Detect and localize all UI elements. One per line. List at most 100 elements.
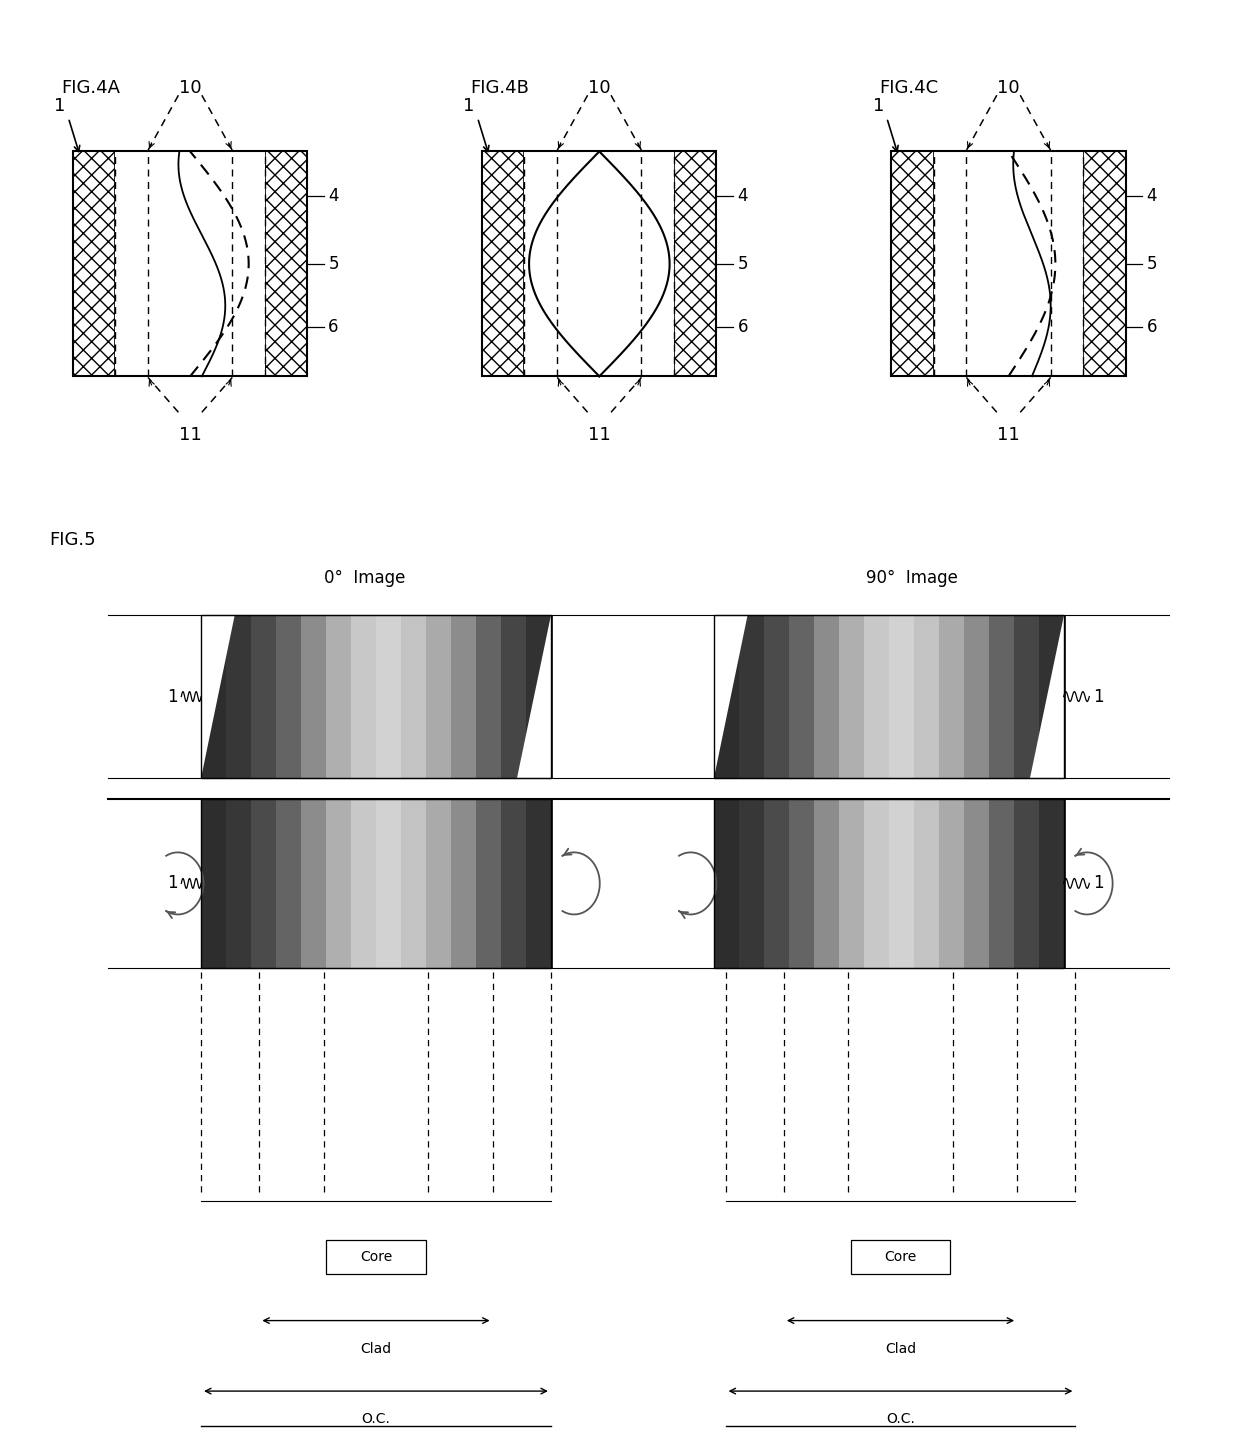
Text: 4: 4 [329, 188, 339, 205]
Bar [201, 615, 551, 777]
Bar [813, 615, 841, 777]
Text: 6: 6 [329, 317, 339, 336]
Text: FIG.5: FIG.5 [50, 531, 97, 549]
Bar [739, 615, 766, 777]
Bar [201, 799, 551, 968]
Bar [914, 615, 941, 777]
Text: 10: 10 [588, 80, 610, 97]
Bar [963, 615, 991, 777]
Text: 6: 6 [738, 317, 748, 336]
Bar [501, 799, 528, 968]
Bar [1039, 615, 1066, 777]
Bar [201, 615, 551, 777]
Bar [476, 615, 503, 777]
FancyBboxPatch shape [326, 1240, 425, 1275]
Text: 1: 1 [1092, 688, 1104, 706]
Text: 1: 1 [55, 97, 66, 115]
Bar [476, 799, 503, 968]
Text: 4: 4 [1147, 188, 1157, 205]
Bar [451, 615, 479, 777]
Bar [201, 799, 551, 968]
FancyBboxPatch shape [851, 1240, 950, 1275]
Bar [892, 151, 934, 377]
Bar [277, 799, 304, 968]
Bar [1014, 615, 1042, 777]
Polygon shape [517, 615, 551, 777]
Bar [892, 151, 1126, 377]
Bar [839, 799, 867, 968]
Bar [1014, 799, 1042, 968]
Text: 10: 10 [179, 80, 201, 97]
Bar [525, 151, 675, 377]
Text: 90°  Image: 90° Image [867, 569, 959, 588]
Bar [482, 151, 525, 377]
Text: 0°  Image: 0° Image [324, 569, 405, 588]
Bar [226, 615, 253, 777]
Text: 5: 5 [329, 255, 339, 274]
Bar [714, 799, 742, 968]
Bar [376, 799, 403, 968]
Bar [351, 615, 378, 777]
Polygon shape [201, 615, 234, 777]
Polygon shape [1030, 615, 1064, 777]
Bar [864, 615, 892, 777]
Text: FIG.4B: FIG.4B [470, 80, 529, 97]
Bar [201, 615, 228, 777]
Text: 5: 5 [1147, 255, 1157, 274]
Text: FIG.4A: FIG.4A [61, 80, 120, 97]
Bar [963, 799, 991, 968]
Bar [73, 151, 308, 377]
Bar [250, 615, 279, 777]
Bar [1039, 799, 1066, 968]
Text: O.C.: O.C. [887, 1413, 915, 1426]
Text: FIG.4C: FIG.4C [879, 80, 939, 97]
Bar [73, 151, 115, 377]
Text: 1: 1 [873, 97, 884, 115]
Text: Core: Core [360, 1250, 392, 1264]
Bar [326, 615, 353, 777]
Bar [714, 615, 1064, 777]
Bar [451, 799, 479, 968]
Text: 1: 1 [167, 874, 177, 892]
Bar [277, 615, 304, 777]
Bar [301, 615, 329, 777]
Bar [1084, 151, 1126, 377]
Text: 11: 11 [997, 426, 1021, 444]
Bar [988, 799, 1016, 968]
Bar [714, 615, 1064, 777]
Bar [864, 799, 892, 968]
Text: 1: 1 [464, 97, 475, 115]
Bar [789, 799, 816, 968]
Bar [934, 151, 1084, 377]
Text: Clad: Clad [885, 1342, 916, 1356]
Bar [813, 799, 841, 968]
Bar [401, 799, 428, 968]
Text: O.C.: O.C. [362, 1413, 391, 1426]
Bar [939, 615, 966, 777]
Text: 10: 10 [997, 80, 1019, 97]
Text: 11: 11 [179, 426, 202, 444]
Bar [764, 799, 791, 968]
Bar [265, 151, 308, 377]
Text: 11: 11 [588, 426, 611, 444]
Text: 5: 5 [738, 255, 748, 274]
Bar [988, 615, 1016, 777]
Text: 4: 4 [738, 188, 748, 205]
Bar [501, 615, 528, 777]
Text: 1: 1 [167, 688, 177, 706]
Bar [226, 799, 253, 968]
Bar [250, 799, 279, 968]
Bar [376, 615, 403, 777]
Bar [526, 615, 553, 777]
Bar [939, 799, 966, 968]
Bar [526, 799, 553, 968]
Bar [301, 799, 329, 968]
Bar [115, 151, 265, 377]
Bar [675, 151, 717, 377]
Bar [482, 151, 717, 377]
Bar [914, 799, 941, 968]
Bar [889, 799, 916, 968]
Text: 1: 1 [1092, 874, 1104, 892]
Bar [789, 615, 816, 777]
Text: Core: Core [884, 1250, 916, 1264]
